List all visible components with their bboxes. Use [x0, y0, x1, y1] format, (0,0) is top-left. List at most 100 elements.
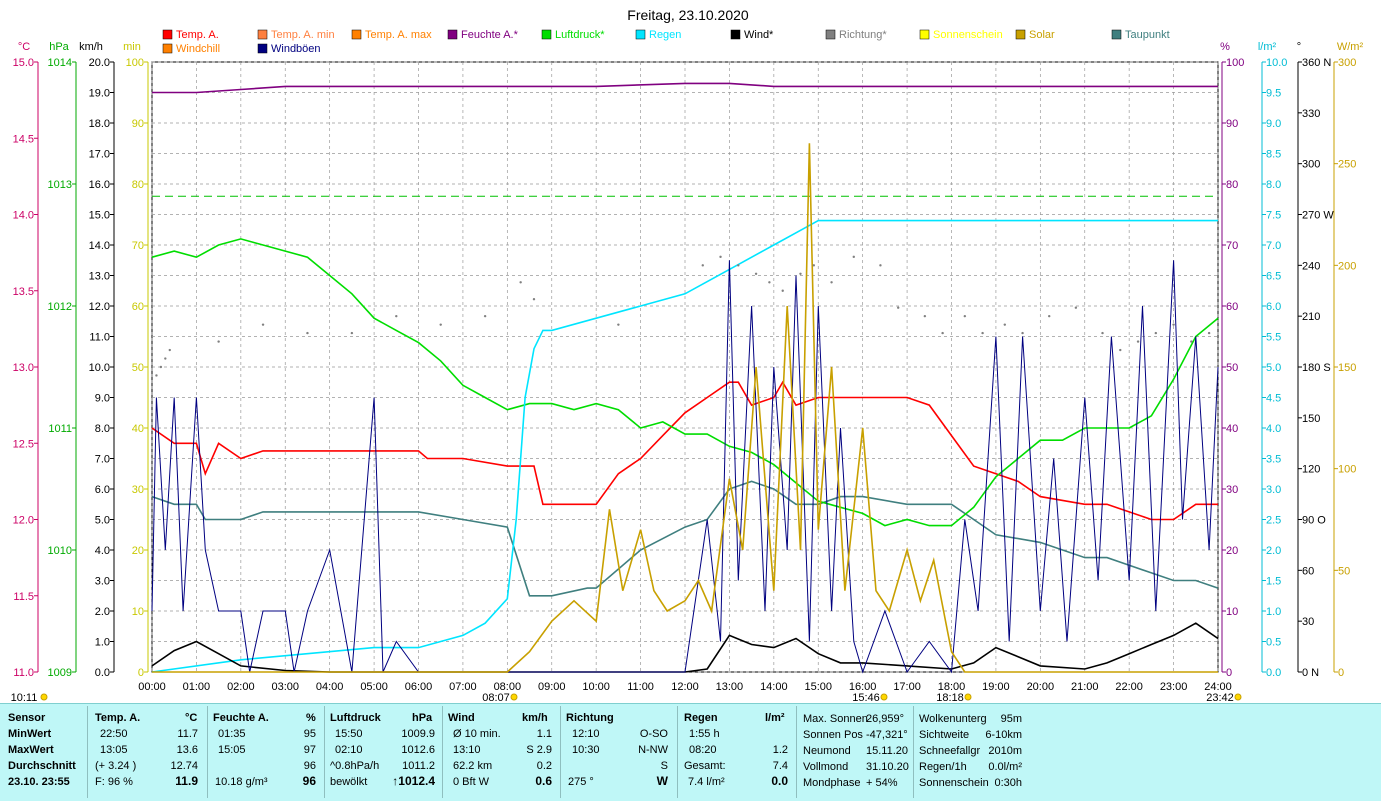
series-line-luftdruck	[151, 238, 1219, 527]
axis-label-rain: 5.5	[1266, 332, 1281, 344]
legend-swatch	[730, 29, 741, 40]
axis-label-wind: 18.0	[89, 118, 110, 130]
direction-min-time: 12:10	[572, 728, 600, 740]
temp-max: 13.6	[176, 744, 198, 756]
axis-label-sun: 0	[138, 667, 144, 679]
series-line-windb-en	[151, 260, 1219, 674]
axis-label-solar: 300	[1338, 57, 1356, 69]
axis-label-wind: 10.0	[89, 362, 110, 374]
direction-point	[1119, 348, 1122, 352]
axis-label-temp: 14.0	[13, 210, 34, 222]
axis-label-wind: 2.0	[95, 606, 110, 618]
row-label-avg: Durchschnitt	[8, 760, 76, 772]
temp-min: 11.7	[177, 728, 198, 740]
sun-marker-label: 08:07	[482, 692, 510, 703]
wind-bft: 0 Bft W	[453, 776, 490, 788]
rain-hour-value: 0.0l/m²	[988, 761, 1022, 773]
time-label: 18:00	[938, 681, 966, 693]
axis-label-direction: 270 W	[1302, 210, 1334, 222]
sun-marker-icon	[510, 693, 518, 701]
legend-label: Windböen	[271, 43, 321, 55]
series-line-temp-a	[151, 380, 1218, 521]
legend-swatch	[447, 29, 458, 40]
direction-point	[1136, 340, 1140, 343]
axis-label-wind: 5.0	[95, 515, 110, 527]
axis-label-humidity: 20	[1226, 545, 1238, 557]
direction-point	[1101, 331, 1104, 335]
time-label: 01:00	[183, 681, 211, 693]
snowline-label: Schneefallgr	[919, 745, 981, 757]
pressure-trend: ^0.8hPa/h	[330, 760, 380, 772]
direction-point	[155, 374, 158, 377]
direction-point	[830, 281, 833, 284]
legend-label: Windchill	[176, 43, 220, 55]
rain-sum: 7.4 l/m²	[688, 776, 725, 788]
axis-label-rain: 5.0	[1266, 362, 1281, 374]
rain-now: 0.0	[771, 774, 788, 788]
axis-label-humidity: 60	[1226, 301, 1238, 313]
axis-label-rain: 9.0	[1266, 118, 1281, 130]
time-label: 04:00	[316, 681, 344, 693]
wind-max: S 2.9	[526, 744, 552, 756]
time-label: 00:00	[138, 681, 166, 693]
axis-label-rain: 7.0	[1266, 240, 1281, 252]
axis-label-pressure: 1012	[48, 301, 72, 313]
time-label: 22:00	[1115, 681, 1143, 693]
unit-label-humidity: %	[1220, 41, 1230, 53]
wind-max-time: 13:10	[453, 744, 481, 756]
time-label: 07:00	[449, 681, 477, 693]
legend-label: Temp. A. min	[271, 29, 335, 41]
legend-swatch	[825, 29, 836, 40]
direction-point	[1154, 331, 1158, 335]
wind-run: 62.2 km	[453, 760, 493, 772]
axis-label-wind: 15.0	[89, 210, 110, 222]
humidity-min-time: 01:35	[218, 728, 246, 740]
cloud-base-value: 95m	[1000, 713, 1022, 725]
direction-point	[532, 298, 536, 301]
time-label: 21:00	[1071, 681, 1099, 693]
axis-label-wind: 14.0	[89, 240, 110, 252]
temp-min-time: 22:50	[100, 728, 128, 740]
axis-label-wind: 0.0	[95, 667, 110, 679]
axis-label-sun: 70	[132, 240, 144, 252]
time-label: 23:00	[1160, 681, 1188, 693]
axis-label-solar: 250	[1338, 159, 1356, 171]
legend-swatch	[1015, 29, 1026, 40]
direction-point	[941, 331, 944, 335]
axis-label-humidity: 90	[1226, 118, 1238, 130]
direction-point	[981, 331, 984, 335]
axis-label-direction: 210	[1302, 311, 1320, 323]
snowline-value: 2010m	[988, 745, 1022, 757]
direction-point	[768, 281, 771, 284]
direction-point	[1021, 331, 1024, 335]
moon-phase-label: Mondphase	[803, 777, 861, 789]
axis-label-temp: 12.0	[13, 515, 34, 527]
direction-avg: S	[660, 760, 668, 772]
direction-point	[1003, 323, 1006, 326]
legend-label: Regen	[649, 29, 681, 41]
series-line-regen	[151, 219, 1218, 673]
axis-label-wind: 17.0	[89, 149, 110, 161]
sun-max-value: 26,959°	[866, 713, 905, 725]
legend-label: Temp. A. max	[365, 29, 432, 41]
direction-point	[164, 357, 167, 360]
direction-min: O-SO	[639, 728, 668, 740]
axis-label-wind: 1.0	[95, 637, 110, 649]
time-label: 02:00	[227, 681, 255, 693]
direction-point	[1190, 340, 1193, 343]
axis-label-rain: 8.0	[1266, 179, 1281, 191]
axis-label-temp: 13.0	[13, 362, 34, 374]
direction-point	[395, 314, 398, 318]
axis-label-wind: 12.0	[89, 301, 110, 313]
axis-label-direction: 150	[1302, 413, 1320, 425]
weather-chart: Freitag, 23.10.2020 Temp. A. Temp. A. min…	[11, 7, 1364, 703]
direction-point	[963, 314, 967, 318]
sun-marker-label: 23:42	[1206, 692, 1234, 703]
axis-label-direction: 0 N	[1302, 667, 1319, 679]
direction-point	[737, 264, 740, 267]
axis-label-solar: 200	[1338, 260, 1356, 272]
axis-label-direction: 60	[1302, 565, 1314, 577]
axis-label-rain: 1.5	[1266, 576, 1281, 588]
sun-markers: 10:11 08:07 15:46 18:18 23:42	[11, 692, 1242, 703]
axis-label-temp: 15.0	[13, 57, 34, 69]
